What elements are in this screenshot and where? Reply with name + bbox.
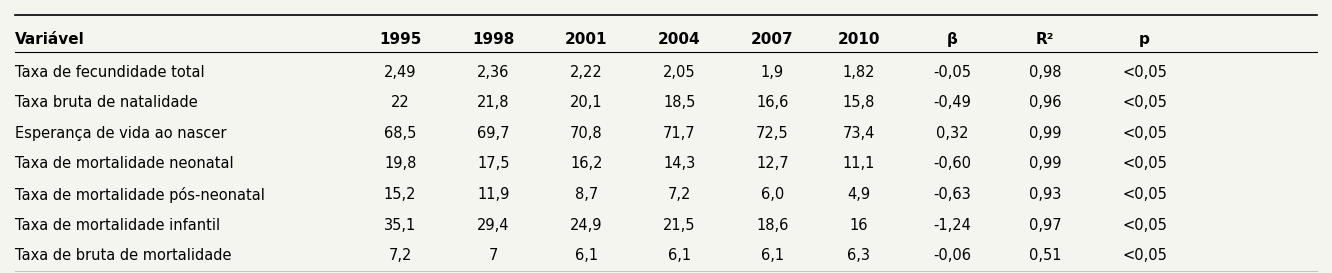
Text: 2004: 2004 xyxy=(658,32,701,48)
Text: 1995: 1995 xyxy=(380,32,421,48)
Text: 0,51: 0,51 xyxy=(1028,248,1062,263)
Text: 2001: 2001 xyxy=(565,32,607,48)
Text: 0,32: 0,32 xyxy=(935,126,968,141)
Text: 14,3: 14,3 xyxy=(663,156,695,171)
Text: 2,05: 2,05 xyxy=(663,65,695,80)
Text: 12,7: 12,7 xyxy=(757,156,789,171)
Text: 15,2: 15,2 xyxy=(384,187,417,202)
Text: 0,97: 0,97 xyxy=(1028,218,1062,233)
Text: 16,2: 16,2 xyxy=(570,156,602,171)
Text: 21,5: 21,5 xyxy=(663,218,695,233)
Text: -0,60: -0,60 xyxy=(932,156,971,171)
Text: Taxa de mortalidade infantil: Taxa de mortalidade infantil xyxy=(15,218,220,233)
Text: 0,99: 0,99 xyxy=(1028,156,1062,171)
Text: p: p xyxy=(1139,32,1150,48)
Text: 7: 7 xyxy=(489,248,498,263)
Text: 35,1: 35,1 xyxy=(384,218,417,233)
Text: 71,7: 71,7 xyxy=(663,126,695,141)
Text: Taxa de mortalidade pós-neonatal: Taxa de mortalidade pós-neonatal xyxy=(15,187,265,203)
Text: β: β xyxy=(946,32,958,48)
Text: <0,05: <0,05 xyxy=(1122,248,1167,263)
Text: <0,05: <0,05 xyxy=(1122,65,1167,80)
Text: 21,8: 21,8 xyxy=(477,95,509,110)
Text: 17,5: 17,5 xyxy=(477,156,509,171)
Text: R²: R² xyxy=(1036,32,1054,48)
Text: 69,7: 69,7 xyxy=(477,126,509,141)
Text: 18,5: 18,5 xyxy=(663,95,695,110)
Text: Variável: Variável xyxy=(15,32,84,48)
Text: 70,8: 70,8 xyxy=(570,126,602,141)
Text: 22: 22 xyxy=(390,95,409,110)
Text: 2,49: 2,49 xyxy=(384,65,417,80)
Text: Taxa de mortalidade neonatal: Taxa de mortalidade neonatal xyxy=(15,156,233,171)
Text: -0,06: -0,06 xyxy=(932,248,971,263)
Text: <0,05: <0,05 xyxy=(1122,95,1167,110)
Text: 68,5: 68,5 xyxy=(384,126,417,141)
Text: 1,82: 1,82 xyxy=(842,65,875,80)
Text: 8,7: 8,7 xyxy=(574,187,598,202)
Text: -0,05: -0,05 xyxy=(932,65,971,80)
Text: 0,93: 0,93 xyxy=(1028,187,1062,202)
Text: 6,0: 6,0 xyxy=(761,187,785,202)
Text: 7,2: 7,2 xyxy=(667,187,691,202)
Text: 0,98: 0,98 xyxy=(1028,65,1062,80)
Text: <0,05: <0,05 xyxy=(1122,126,1167,141)
Text: 4,9: 4,9 xyxy=(847,187,870,202)
Text: 19,8: 19,8 xyxy=(384,156,417,171)
Text: 16: 16 xyxy=(850,218,868,233)
Text: 2,22: 2,22 xyxy=(570,65,602,80)
Text: 15,8: 15,8 xyxy=(843,95,875,110)
Text: 29,4: 29,4 xyxy=(477,218,509,233)
Text: 16,6: 16,6 xyxy=(757,95,789,110)
Text: 7,2: 7,2 xyxy=(389,248,412,263)
Text: 20,1: 20,1 xyxy=(570,95,602,110)
Text: 24,9: 24,9 xyxy=(570,218,602,233)
Text: 6,1: 6,1 xyxy=(761,248,785,263)
Text: Esperança de vida ao nascer: Esperança de vida ao nascer xyxy=(15,126,226,141)
Text: <0,05: <0,05 xyxy=(1122,218,1167,233)
Text: 2010: 2010 xyxy=(838,32,880,48)
Text: 6,1: 6,1 xyxy=(667,248,691,263)
Text: 0,99: 0,99 xyxy=(1028,126,1062,141)
Text: -0,49: -0,49 xyxy=(932,95,971,110)
Text: 1,9: 1,9 xyxy=(761,65,785,80)
Text: <0,05: <0,05 xyxy=(1122,187,1167,202)
Text: 18,6: 18,6 xyxy=(757,218,789,233)
Text: Taxa bruta de natalidade: Taxa bruta de natalidade xyxy=(15,95,197,110)
Text: <0,05: <0,05 xyxy=(1122,156,1167,171)
Text: 73,4: 73,4 xyxy=(843,126,875,141)
Text: Taxa de fecundidade total: Taxa de fecundidade total xyxy=(15,65,204,80)
Text: 2007: 2007 xyxy=(751,32,794,48)
Text: 6,3: 6,3 xyxy=(847,248,870,263)
Text: Taxa de bruta de mortalidade: Taxa de bruta de mortalidade xyxy=(15,248,232,263)
Text: 72,5: 72,5 xyxy=(757,126,789,141)
Text: 2,36: 2,36 xyxy=(477,65,509,80)
Text: -1,24: -1,24 xyxy=(932,218,971,233)
Text: 11,9: 11,9 xyxy=(477,187,509,202)
Text: 0,96: 0,96 xyxy=(1028,95,1062,110)
Text: -0,63: -0,63 xyxy=(932,187,971,202)
Text: 1998: 1998 xyxy=(472,32,514,48)
Text: 11,1: 11,1 xyxy=(843,156,875,171)
Text: 6,1: 6,1 xyxy=(574,248,598,263)
